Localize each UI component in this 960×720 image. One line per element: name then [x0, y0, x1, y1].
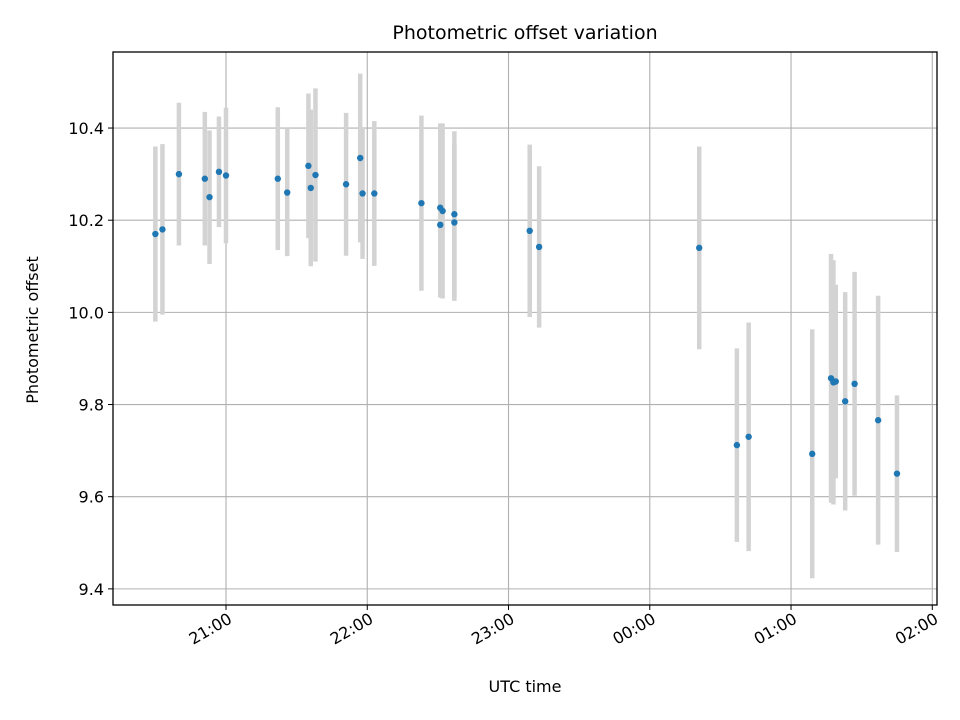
data-point — [201, 175, 209, 182]
y-tick-label: 10.0 — [68, 303, 104, 322]
data-point — [274, 175, 281, 182]
data-point — [535, 243, 543, 251]
data-point — [359, 190, 366, 197]
data-point — [222, 172, 230, 179]
data-point — [215, 168, 223, 176]
data-point — [206, 193, 213, 201]
data-point — [809, 450, 816, 458]
y-axis-label: Photometric offset — [23, 256, 42, 404]
data-point — [175, 170, 183, 178]
data-point — [526, 227, 533, 235]
chart-title: Photometric offset variation — [392, 22, 657, 44]
data-point — [357, 154, 364, 162]
data-point — [418, 199, 425, 207]
data-point — [841, 398, 849, 405]
data-markers — [152, 154, 901, 477]
grid — [113, 52, 937, 605]
data-point — [307, 184, 314, 192]
data-point — [851, 380, 858, 387]
data-point — [451, 211, 458, 218]
y-tick-label: 9.6 — [79, 488, 104, 507]
data-point — [152, 230, 159, 238]
data-point — [893, 470, 901, 477]
y-tick-label: 9.4 — [79, 580, 104, 599]
y-tick-label: 10.4 — [68, 119, 104, 138]
data-point — [312, 171, 319, 179]
x-axis-label: UTC time — [489, 677, 562, 696]
data-point — [874, 417, 882, 424]
data-point — [284, 189, 291, 196]
data-point — [439, 207, 446, 215]
data-point — [832, 378, 839, 385]
data-point — [451, 219, 458, 226]
data-point — [342, 181, 350, 188]
y-axis: 9.4 9.6 9.8 10.0 10.2 10.4 — [68, 119, 113, 599]
y-tick-label: 10.2 — [68, 211, 104, 230]
data-point — [696, 244, 703, 252]
plot-frame — [112, 51, 938, 606]
data-point — [159, 226, 166, 233]
y-tick-label: 9.8 — [79, 396, 104, 415]
data-point — [745, 433, 752, 440]
data-point — [371, 190, 378, 197]
data-point — [733, 441, 741, 449]
data-point — [305, 162, 312, 170]
data-point — [437, 221, 444, 229]
